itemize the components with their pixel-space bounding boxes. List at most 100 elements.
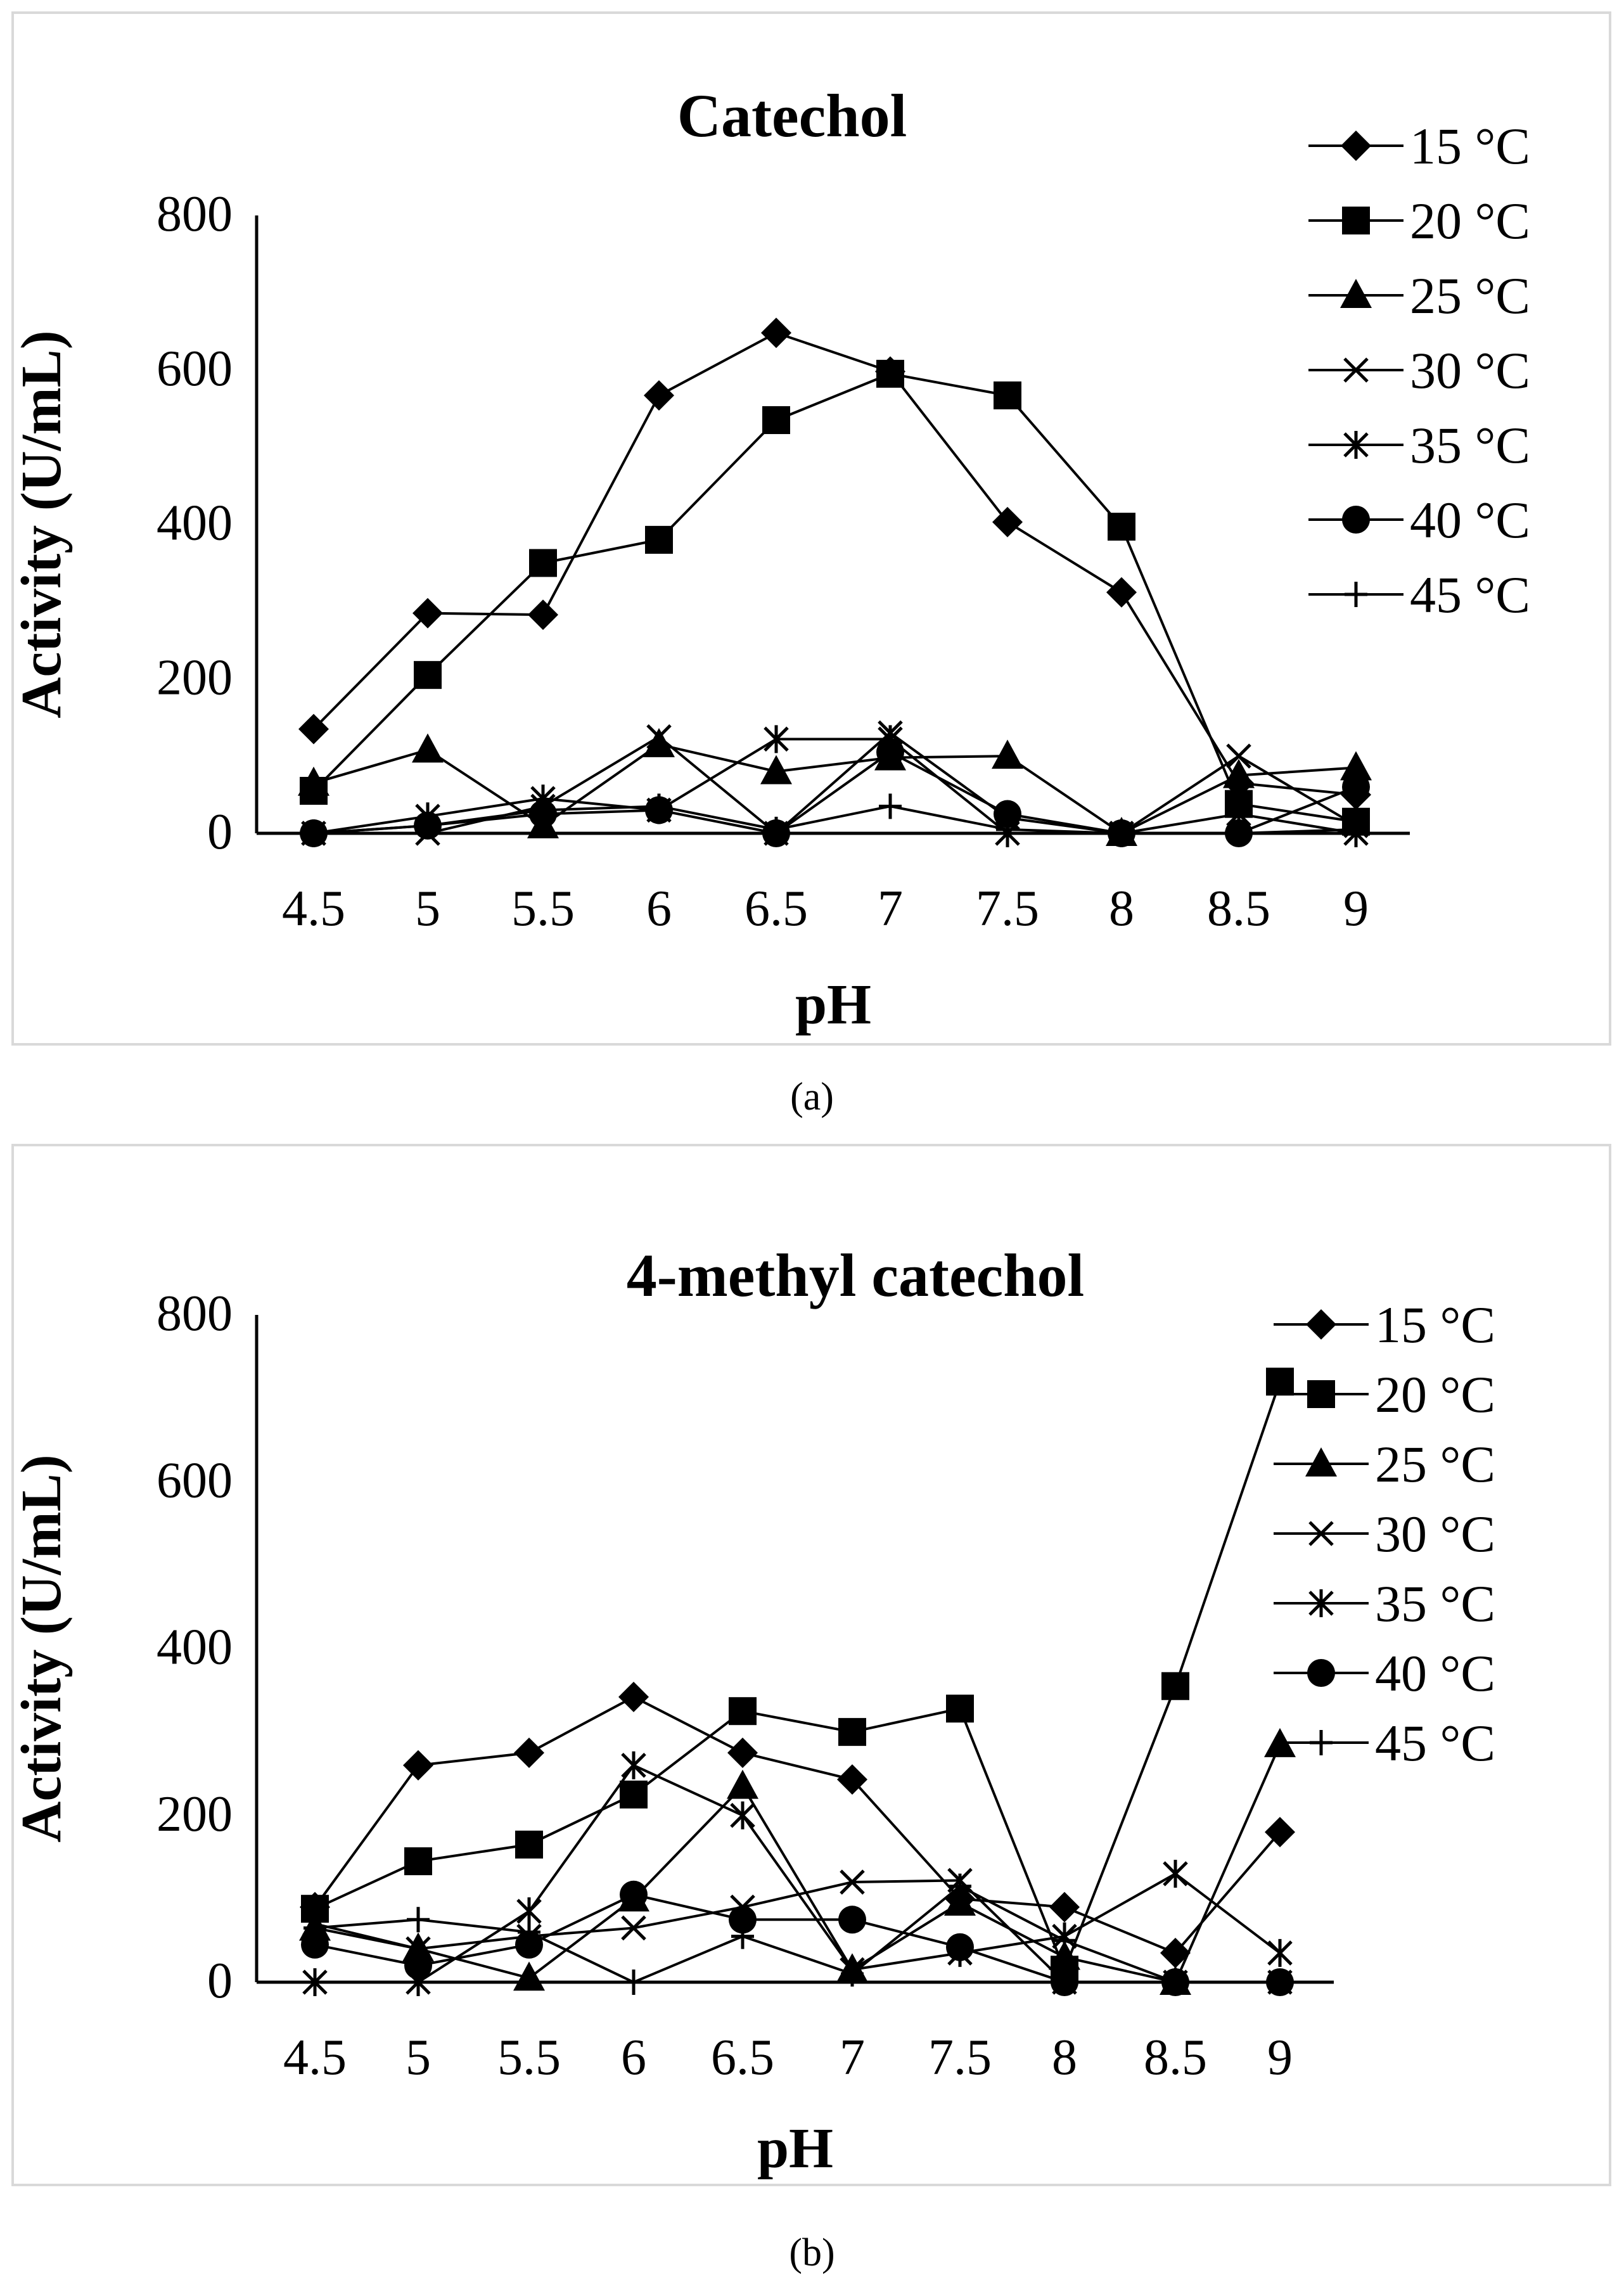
data-point [994, 381, 1021, 409]
series-40c [300, 738, 1370, 847]
legend-label: 35 °C [1375, 1575, 1495, 1632]
data-point [946, 1694, 974, 1723]
series-line [313, 805, 1357, 835]
chart-panel-b [11, 1144, 1611, 2186]
data-point [730, 1801, 755, 1829]
data-point [298, 714, 329, 745]
data-point [731, 1923, 754, 1949]
data-point [876, 738, 904, 767]
y-tick-label: 0 [207, 1953, 233, 2009]
data-point [304, 1915, 326, 1941]
data-point [1049, 1892, 1080, 1923]
x-tick-label: 6 [646, 881, 672, 937]
data-point [840, 1869, 865, 1895]
x-tick-label: 8 [1052, 2030, 1077, 2085]
legend-label: 15 °C [1375, 1296, 1495, 1354]
y-axis-label: Activity (U/mL) [10, 1454, 73, 1842]
legend: 15 °C 20 °C 25 °C 30 °C 35 °C 40 °C 45 °C [1274, 1296, 1495, 1772]
data-point [416, 812, 439, 838]
y-tick-label: 400 [157, 496, 233, 551]
data-point [1049, 1940, 1080, 1970]
chart-panel-a [11, 11, 1611, 1046]
data-point [1163, 1859, 1188, 1888]
legend-label: 30 °C [1410, 342, 1530, 399]
data-point [1266, 1368, 1294, 1396]
data-point [879, 793, 902, 819]
series-15c [300, 1681, 1295, 1968]
y-tick-label: 600 [157, 1452, 233, 1508]
data-point [404, 1847, 432, 1876]
legend: 15 °C 20 °C 25 °C 30 °C 35 °C 40 °C 45 °C [1308, 117, 1530, 624]
x-tick-label: 7 [840, 2030, 865, 2085]
data-point [532, 797, 554, 823]
data-point [876, 359, 904, 388]
y-axis-label: Activity (U/mL) [10, 330, 73, 718]
y-tick-label: 200 [157, 650, 233, 705]
data-point [841, 1961, 864, 1987]
legend-label: 30 °C [1375, 1505, 1495, 1563]
data-point [403, 1750, 433, 1781]
data-point [1164, 1970, 1187, 1995]
data-point [513, 1961, 545, 1991]
series-line [312, 372, 1357, 823]
y-tick-label: 800 [157, 186, 233, 242]
data-point [992, 740, 1023, 769]
data-point [298, 766, 329, 796]
y-tick-label: 200 [157, 1786, 233, 1842]
data-point [1161, 1672, 1189, 1700]
data-point [620, 1880, 648, 1909]
legend-label: 20 °C [1375, 1366, 1495, 1423]
data-point [729, 1697, 757, 1726]
data-point [838, 1906, 866, 1934]
data-point [762, 406, 790, 434]
legend-marker [1307, 1380, 1335, 1408]
legend-label: 45 °C [1410, 566, 1530, 624]
series-35c [302, 1751, 1293, 1996]
x-axis-label: pH [795, 973, 871, 1036]
data-point [618, 1681, 649, 1712]
legend-marker [1342, 207, 1370, 234]
data-point [529, 549, 557, 577]
data-point [1342, 772, 1370, 801]
data-point [727, 1769, 758, 1799]
legend-marker [1343, 431, 1369, 459]
series-line [313, 743, 1357, 835]
legend-label: 15 °C [1410, 117, 1530, 175]
data-point [1160, 1937, 1191, 1968]
y-tick-label: 600 [157, 341, 233, 397]
data-point [996, 816, 1019, 842]
legend-marker [1308, 1521, 1334, 1546]
legend-marker [1340, 279, 1372, 308]
x-axis-label: pH [757, 2117, 833, 2180]
legend-marker [1305, 1447, 1337, 1477]
legend-marker [1343, 357, 1369, 383]
data-point [412, 733, 444, 763]
x-tick-label: 7.5 [976, 881, 1039, 937]
series-line [314, 1893, 1280, 1983]
legend-marker [1306, 1309, 1336, 1340]
y-tick-label: 400 [157, 1620, 233, 1675]
series-line [315, 1764, 1281, 1983]
data-point [949, 1873, 971, 1899]
x-tick-label: 8.5 [1144, 2030, 1207, 2085]
data-point [994, 800, 1021, 828]
legend-label: 45 °C [1375, 1714, 1495, 1772]
data-point [528, 599, 558, 631]
data-point [1340, 751, 1372, 781]
data-point [644, 380, 674, 411]
data-point [1226, 743, 1251, 769]
data-point [761, 317, 791, 349]
series-35c [301, 725, 1369, 847]
series-25c [298, 727, 1372, 846]
data-point [1267, 1938, 1293, 1967]
chart-b: 4-methyl catechol 0 200 400 600 800 4.5 5 5.5 6 6.… [10, 1241, 1495, 2180]
caption-b: (b) [789, 2231, 835, 2274]
legend-marker [1308, 1589, 1334, 1617]
data-point [645, 525, 673, 554]
x-tick-label: 4.5 [283, 2030, 347, 2085]
data-point [1053, 1928, 1076, 1954]
data-point [765, 816, 788, 842]
data-point [1110, 821, 1133, 846]
data-point [515, 1830, 543, 1859]
data-point [727, 1738, 758, 1769]
